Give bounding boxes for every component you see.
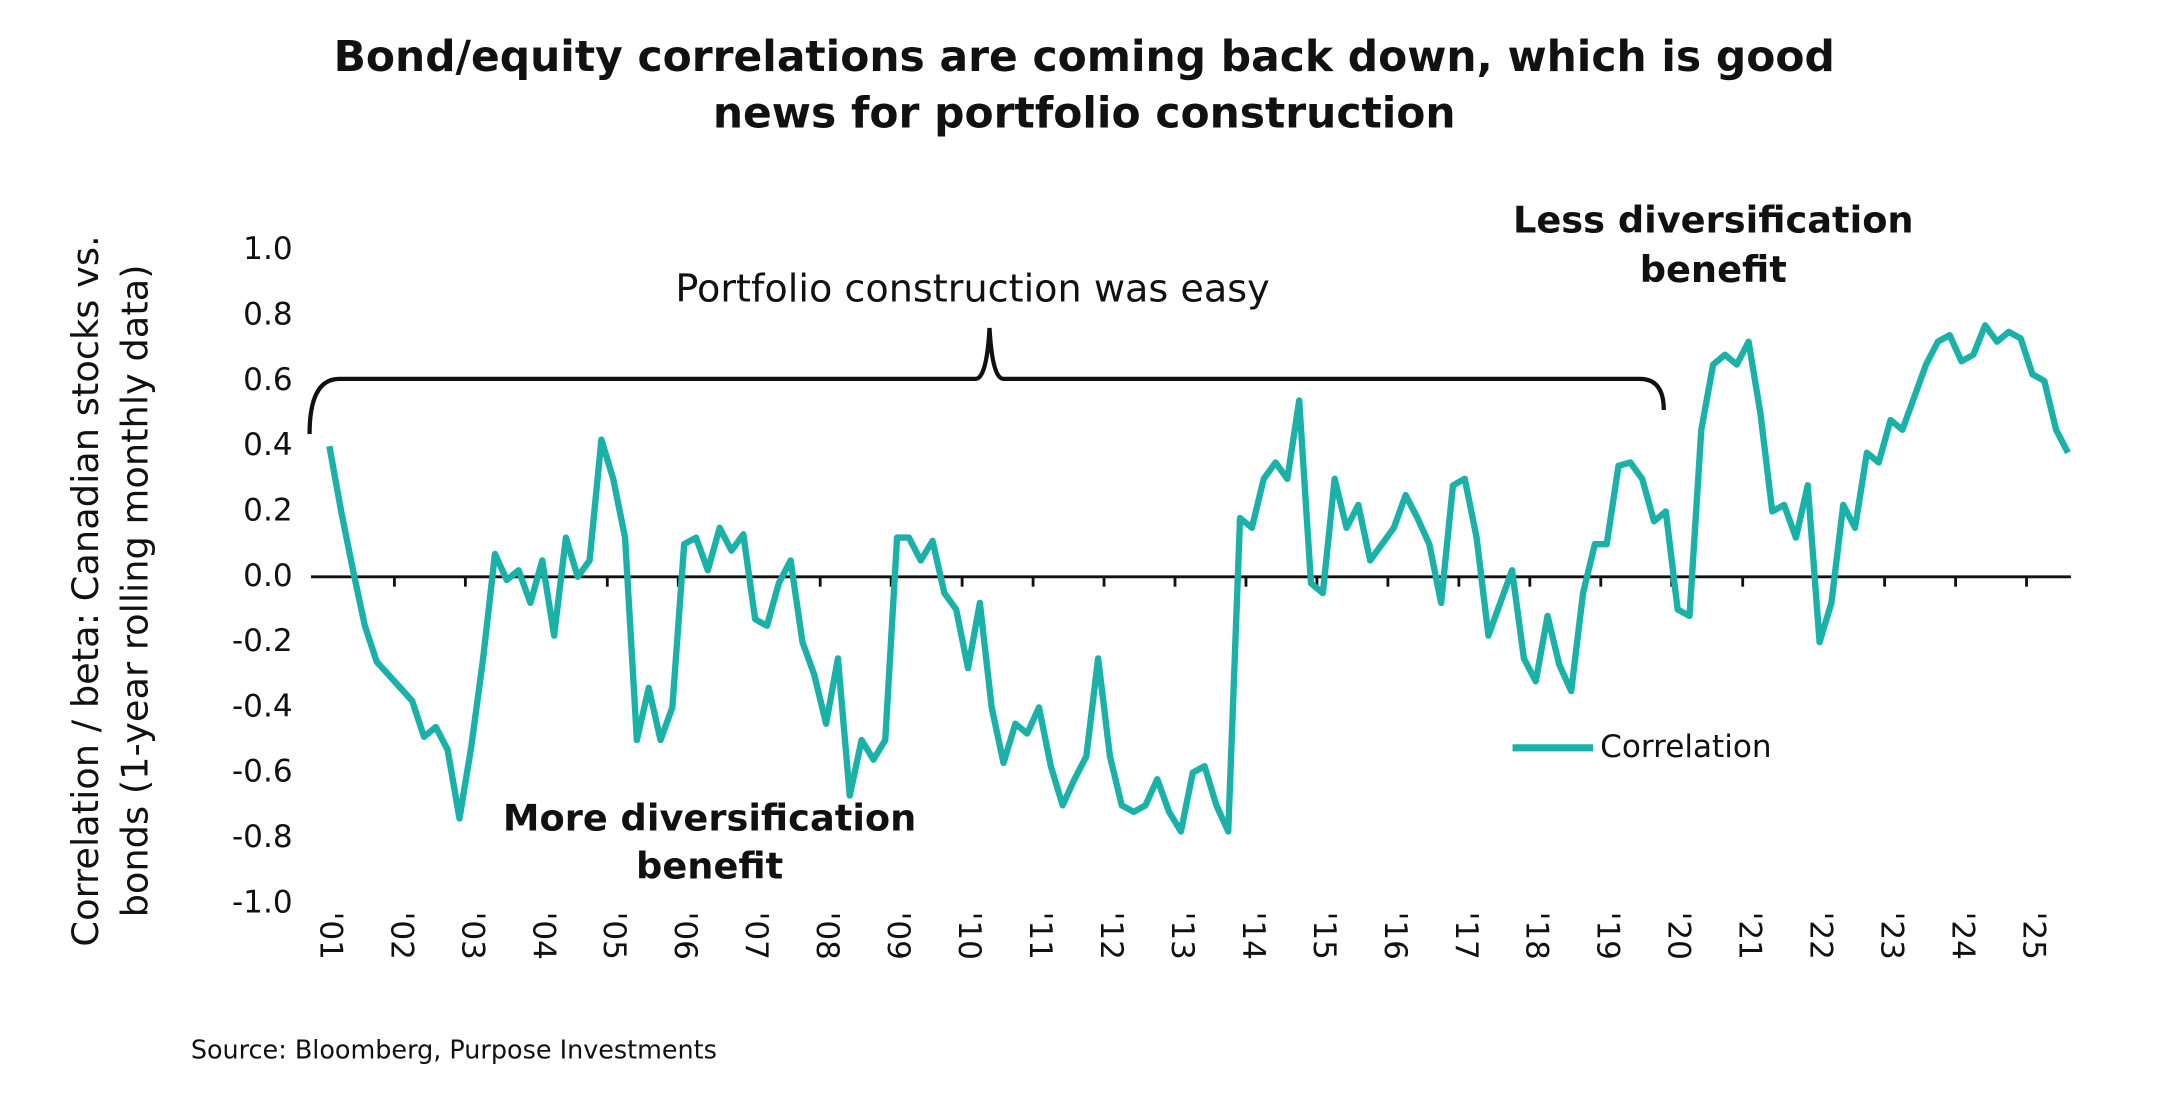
y-axis-title: bonds (1-year rolling monthly data) [114,264,157,917]
x-tick-label: '06 [667,912,703,960]
y-tick-label: 1.0 [243,231,292,267]
y-tick-label: -0.6 [232,754,293,790]
x-tick-label: '18 [1519,912,1555,960]
x-tick-label: '17 [1448,912,1484,960]
legend-label: Correlation [1600,729,1771,765]
y-tick-label: 0.6 [243,362,292,398]
x-tick-label: '12 [1093,912,1129,960]
chart-title: news for portfolio construction [713,88,1456,137]
x-tick-label: '09 [880,912,916,960]
x-tick-label: '13 [1164,912,1200,960]
y-tick-label: 0.8 [243,297,292,333]
x-tick-label: '22 [1803,912,1839,960]
x-tick-label: '08 [809,912,845,960]
brace [307,327,1666,435]
x-tick-label: '21 [1732,912,1768,960]
y-tick-label: -1.0 [232,884,293,920]
x-tick-label: '20 [1661,912,1697,960]
x-tick-label: '14 [1235,912,1271,960]
source: Source: Bloomberg, Purpose Investments [191,1035,717,1065]
line-series [326,322,2071,835]
chart-title: Bond/equity correlations are coming back… [334,32,1835,81]
annotation: Portfolio construction was easy [675,267,1269,311]
x-tick-label: '01 [312,912,348,960]
x-tick-label: '02 [383,912,419,960]
annotation: benefit [636,844,783,887]
x-tick-label: '23 [1874,912,1910,960]
annotation: More diversification [503,796,916,839]
x-tick-label: '24 [1945,912,1981,960]
x-tick-label: '04 [525,912,561,960]
x-tick-label: '03 [454,912,490,960]
x-tick-label: '25 [2015,912,2051,960]
y-axis-title: Correlation / beta: Canadian stocks vs. [64,235,107,946]
x-tick-label: '16 [1377,912,1413,960]
y-tick-label: 0.0 [243,558,292,594]
x-tick-label: '15 [1306,912,1342,960]
y-tick-label: 0.2 [243,492,292,528]
y-tick-label: -0.4 [232,688,293,724]
annotation: Less diversification [1513,198,1914,241]
y-tick-label: -0.2 [232,623,293,659]
x-tick-label: '11 [1022,912,1058,960]
x-tick-label: '05 [596,912,632,960]
y-tick-label: 0.4 [243,427,292,463]
y-tick-label: -0.8 [232,819,293,855]
x-tick-label: '19 [1590,912,1626,960]
x-tick-label: '07 [738,912,774,960]
x-tick-label: '10 [951,912,987,960]
annotation: benefit [1640,248,1787,291]
